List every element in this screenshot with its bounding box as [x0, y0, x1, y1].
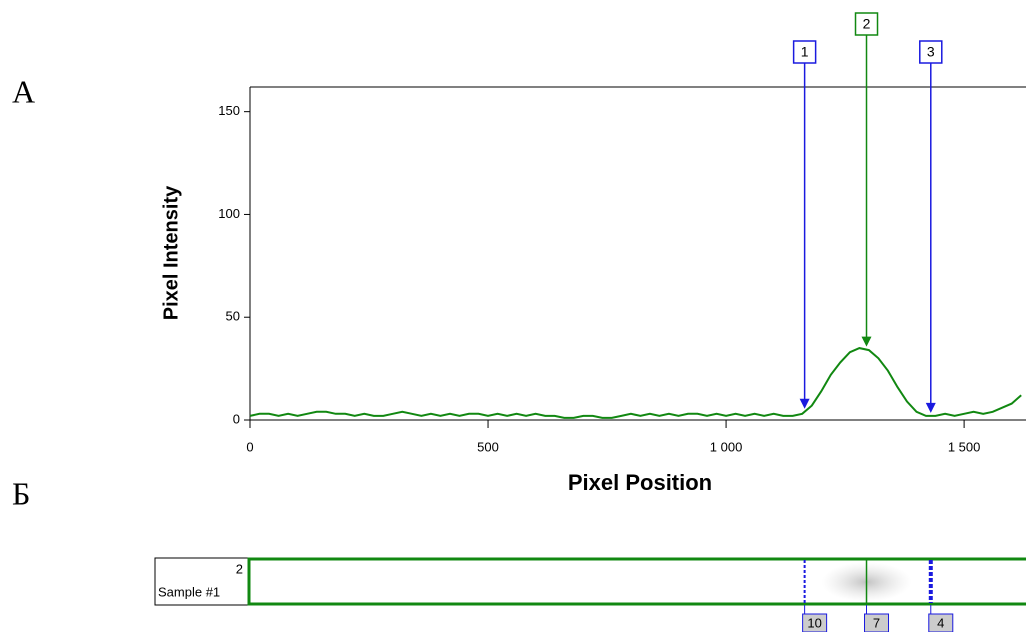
band-label: 4 — [937, 615, 944, 630]
x-tick-label: 500 — [477, 439, 499, 454]
lane-name: Sample #1 — [158, 584, 220, 599]
marker-arrowhead — [800, 399, 810, 409]
x-tick-label: 0 — [246, 439, 253, 454]
y-tick-label: 0 — [233, 411, 240, 426]
chart: А Б Pixel Intensity Pixel Position 2 Sam… — [0, 0, 1026, 632]
x-tick-label: 1 000 — [710, 439, 743, 454]
panel-label: Б — [12, 475, 30, 511]
x-axis-title: Pixel Position — [568, 470, 712, 495]
marker-label: 1 — [801, 44, 809, 60]
y-tick-label: 150 — [218, 103, 240, 118]
x-tick-label: 1 500 — [948, 439, 981, 454]
band-label: 7 — [873, 615, 880, 630]
y-axis-title: Pixel Intensity — [160, 185, 182, 320]
marker-arrowhead — [862, 337, 872, 347]
marker-label: 3 — [927, 44, 935, 60]
panel-label: А — [12, 73, 35, 109]
y-tick-label: 100 — [218, 206, 240, 221]
marker-arrowhead — [926, 403, 936, 413]
y-tick-label: 50 — [226, 309, 240, 324]
lane-number: 2 — [236, 561, 243, 576]
marker-label: 2 — [863, 16, 871, 32]
data-line — [250, 348, 1021, 418]
band-label: 10 — [807, 615, 821, 630]
